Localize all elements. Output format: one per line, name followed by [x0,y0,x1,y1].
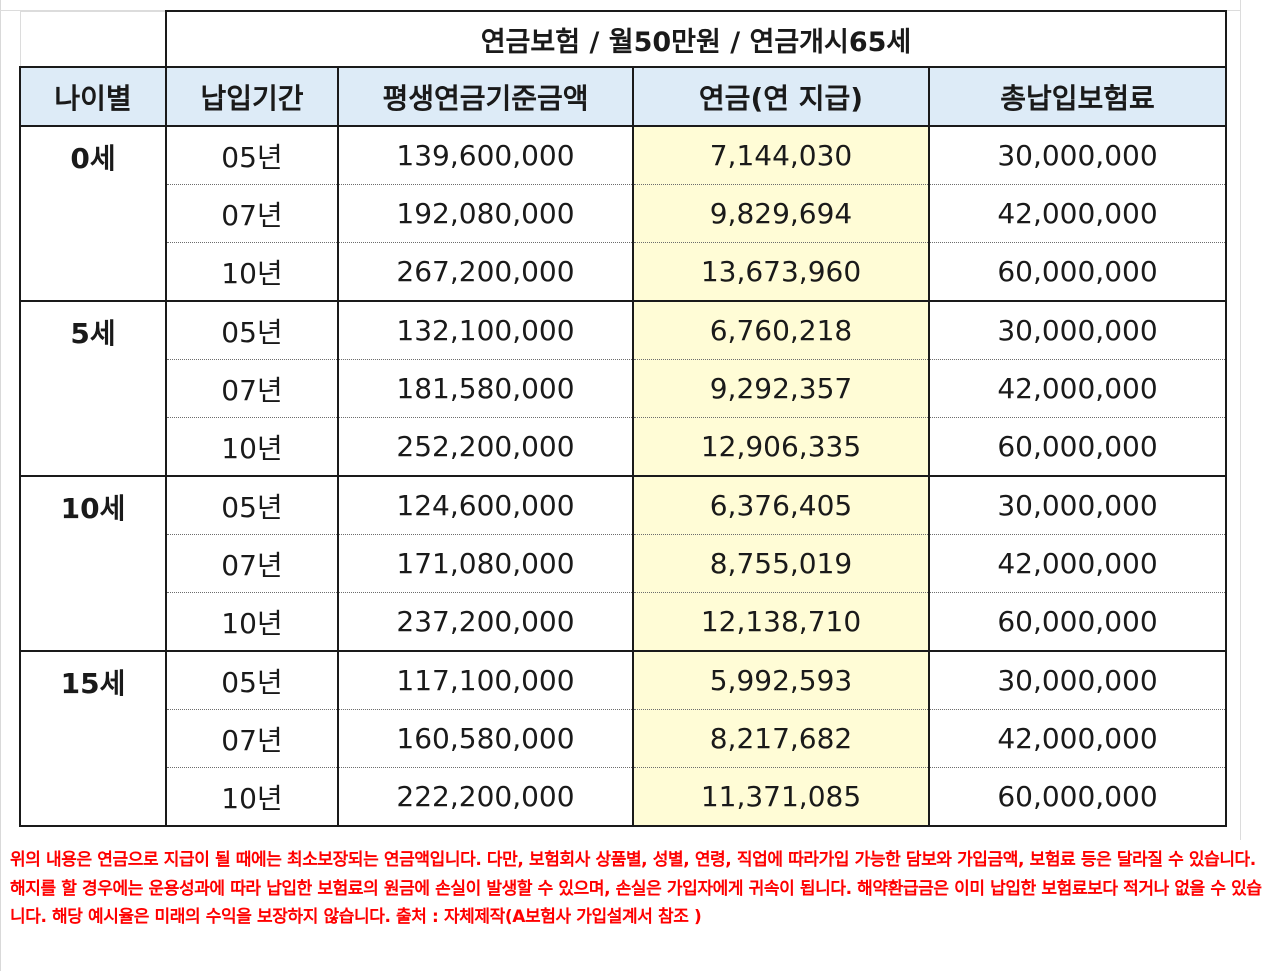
period-cell: 10년 [165,592,339,652]
base-amount-cell: 139,600,000 [337,125,634,185]
annuity-cell: 13,673,960 [632,242,930,302]
period-cell: 05년 [165,650,339,710]
total-premium-cell: 60,000,000 [928,767,1227,827]
table-title: 연금보험 / 월50만원 / 연금개시65세 [165,10,1227,68]
age-group-cell: 15세 [19,650,167,827]
period-cell: 05년 [165,125,339,185]
table-row: 15세 05년 117,100,000 5,992,593 30,000,000 [19,650,1227,827]
period-cell: 05년 [165,300,339,360]
annuity-cell: 7,144,030 [632,125,930,185]
annuity-cell: 8,217,682 [632,709,930,768]
table-row: 10년 222,200,000 11,371,085 60,000,000 [20,767,1227,827]
base-amount-cell: 181,580,000 [337,359,634,418]
header-age: 나이별 [19,66,167,127]
base-amount-cell: 117,100,000 [337,650,634,710]
table-row: 07년 171,080,000 8,755,019 42,000,000 [20,534,1227,593]
corner-cell [19,10,167,68]
table-row: 10세 05년 124,600,000 6,376,405 30,000,000 [19,475,1227,652]
annuity-cell: 5,992,593 [632,650,930,710]
period-cell: 10년 [165,417,339,477]
annuity-cell: 12,138,710 [632,592,930,652]
table-row: 07년 192,080,000 9,829,694 42,000,000 [20,184,1227,243]
base-amount-cell: 192,080,000 [337,184,634,243]
period-cell: 10년 [165,767,339,827]
pension-table: 연금보험 / 월50만원 / 연금개시65세 나이별 납입기간 평생연금기준금액… [19,10,1227,827]
total-premium-cell: 60,000,000 [928,592,1227,652]
header-annuity: 연금(연 지급) [632,66,930,127]
title-row: 연금보험 / 월50만원 / 연금개시65세 [19,10,1227,68]
age-group-cell: 10세 [19,475,167,652]
period-cell: 07년 [165,709,339,768]
table-row: 0세 05년 139,600,000 7,144,030 30,000,000 [19,125,1227,302]
table-row: 07년 181,580,000 9,292,357 42,000,000 [20,359,1227,418]
base-amount-cell: 267,200,000 [337,242,634,302]
header-period: 납입기간 [165,66,339,127]
table-row: 10년 237,200,000 12,138,710 60,000,000 [20,592,1227,652]
annuity-cell: 9,829,694 [632,184,930,243]
total-premium-cell: 30,000,000 [928,300,1227,360]
annuity-cell: 6,376,405 [632,475,930,535]
total-premium-cell: 42,000,000 [928,184,1227,243]
table-row: 5세 05년 132,100,000 6,760,218 30,000,000 [19,300,1227,477]
header-row: 나이별 납입기간 평생연금기준금액 연금(연 지급) 총납입보험료 [19,66,1227,127]
total-premium-cell: 30,000,000 [928,650,1227,710]
base-amount-cell: 252,200,000 [337,417,634,477]
annuity-cell: 8,755,019 [632,534,930,593]
age-group-cell: 5세 [19,300,167,477]
header-base-amount: 평생연금기준금액 [337,66,634,127]
annuity-cell: 9,292,357 [632,359,930,418]
base-amount-cell: 160,580,000 [337,709,634,768]
age-group-cell: 0세 [19,125,167,302]
total-premium-cell: 42,000,000 [928,359,1227,418]
base-amount-cell: 222,200,000 [337,767,634,827]
period-cell: 05년 [165,475,339,535]
table-row: 10년 267,200,000 13,673,960 60,000,000 [20,242,1227,302]
annuity-cell: 12,906,335 [632,417,930,477]
base-amount-cell: 171,080,000 [337,534,634,593]
total-premium-cell: 42,000,000 [928,534,1227,593]
period-cell: 07년 [165,359,339,418]
total-premium-cell: 60,000,000 [928,417,1227,477]
table-row: 07년 160,580,000 8,217,682 42,000,000 [20,709,1227,768]
period-cell: 10년 [165,242,339,302]
total-premium-cell: 30,000,000 [928,475,1227,535]
base-amount-cell: 132,100,000 [337,300,634,360]
gridline [1240,0,1241,840]
base-amount-cell: 124,600,000 [337,475,634,535]
header-total-premium: 총납입보험료 [928,66,1227,127]
total-premium-cell: 42,000,000 [928,709,1227,768]
annuity-cell: 6,760,218 [632,300,930,360]
disclaimer-text: 위의 내용은 연금으로 지급이 될 때에는 최소보장되는 연금액입니다. 다만,… [10,850,1262,927]
annuity-cell: 11,371,085 [632,767,930,827]
total-premium-cell: 30,000,000 [928,125,1227,185]
period-cell: 07년 [165,534,339,593]
base-amount-cell: 237,200,000 [337,592,634,652]
total-premium-cell: 60,000,000 [928,242,1227,302]
period-cell: 07년 [165,184,339,243]
table-row: 10년 252,200,000 12,906,335 60,000,000 [20,417,1227,477]
